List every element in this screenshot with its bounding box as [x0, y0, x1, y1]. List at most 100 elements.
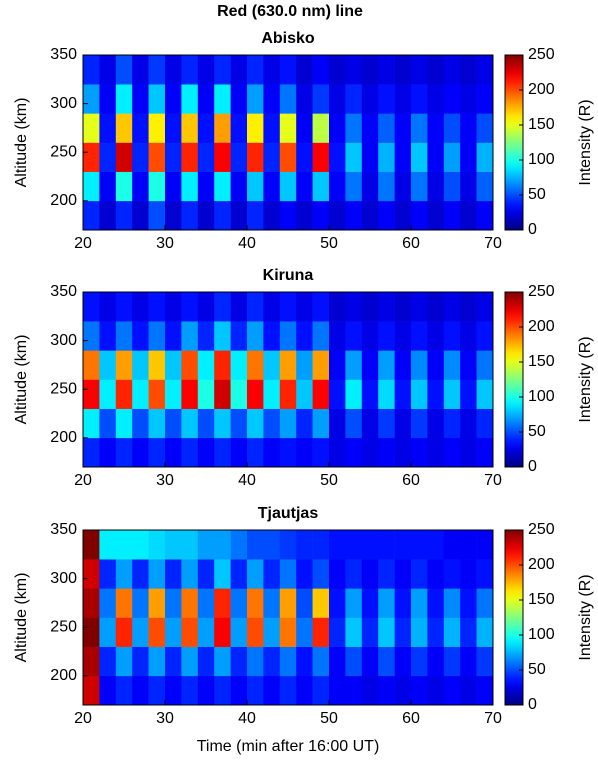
heat-cell [361, 171, 379, 202]
heat-cell [296, 55, 313, 85]
heat-cell [279, 437, 297, 468]
heat-cell [263, 200, 281, 231]
heat-cell [99, 113, 117, 143]
heat-cell [83, 530, 100, 560]
heat-cell [411, 675, 428, 706]
heat-cell [214, 142, 231, 172]
heat-cell [378, 559, 395, 589]
heat-cell [279, 408, 297, 439]
heat-cell [361, 437, 379, 468]
heat-cell [181, 292, 199, 322]
heat-cell [296, 530, 313, 560]
heat-cell [460, 321, 477, 351]
y-tick-label: 300 [50, 332, 77, 349]
heat-cell [378, 84, 395, 114]
heat-cell [214, 588, 231, 618]
heat-cell [427, 675, 445, 706]
heat-cell [263, 292, 281, 322]
heat-cell [345, 350, 363, 380]
heat-cell [427, 617, 445, 647]
heat-cell [411, 437, 428, 468]
heat-cell [99, 292, 117, 322]
heat-cell [394, 646, 412, 677]
heat-cell [115, 200, 133, 231]
heat-cell [247, 321, 264, 351]
heat-cell [378, 379, 395, 409]
heat-cell [214, 646, 231, 677]
heat-cell [115, 113, 133, 143]
heat-cell [247, 142, 264, 172]
heat-cell [132, 200, 149, 231]
heat-cell [279, 200, 297, 231]
heat-cell [115, 675, 133, 706]
heat-cell [148, 588, 166, 618]
heat-cell [247, 530, 264, 560]
heat-cell [132, 292, 149, 322]
heat-cell [476, 530, 494, 560]
heat-cell [312, 379, 330, 409]
heat-cell [345, 321, 363, 351]
heat-cell [378, 675, 395, 706]
heat-cell [443, 530, 461, 560]
heat-cell [148, 113, 166, 143]
heat-cell [263, 171, 281, 202]
heat-cell [99, 646, 117, 677]
heat-cell [214, 55, 231, 85]
heat-cell [148, 437, 166, 468]
heat-cell [361, 559, 379, 589]
heat-cell [345, 559, 363, 589]
heat-cell [263, 350, 281, 380]
heat-cell [476, 55, 494, 85]
heat-cell [148, 675, 166, 706]
heat-cell [394, 55, 412, 85]
heat-cell [361, 321, 379, 351]
heat-cell [279, 55, 297, 85]
heat-cell [132, 379, 149, 409]
heat-cell [427, 588, 445, 618]
heat-cell [83, 588, 100, 618]
heat-cell [361, 588, 379, 618]
heat-cell [181, 646, 199, 677]
heat-cell [230, 84, 248, 114]
heat-cell [279, 559, 297, 589]
heat-cell [230, 321, 248, 351]
heat-cell [115, 408, 133, 439]
heat-cell [165, 437, 182, 468]
heat-cell [197, 617, 215, 647]
heat-cell [296, 588, 313, 618]
heat-cell [83, 617, 100, 647]
y-tick-label: 300 [50, 95, 77, 112]
heat-cell [460, 84, 477, 114]
colorbar-label: Intensity (R) [577, 99, 594, 185]
heat-cell [296, 646, 313, 677]
heat-cell [214, 530, 231, 560]
heat-cell [394, 379, 412, 409]
heat-cell [345, 379, 363, 409]
heat-cell [460, 55, 477, 85]
heat-cell [345, 675, 363, 706]
panel-title: Tjautjas [258, 505, 319, 522]
heat-cell [230, 675, 248, 706]
heat-cell [181, 321, 199, 351]
heat-cell [165, 646, 182, 677]
heat-cell [83, 113, 100, 143]
heat-cell [132, 675, 149, 706]
heat-cell [181, 588, 199, 618]
heat-cell [263, 646, 281, 677]
heat-cell [132, 617, 149, 647]
heat-cell [460, 350, 477, 380]
heat-cell [148, 530, 166, 560]
heat-cell [115, 588, 133, 618]
heat-cell [83, 292, 100, 322]
x-tick-label: 40 [238, 472, 256, 489]
heat-cell [460, 675, 477, 706]
heat-cell [83, 675, 100, 706]
heat-cell [443, 617, 461, 647]
panel-title: Abisko [261, 30, 315, 47]
heat-cell [115, 559, 133, 589]
heat-cell [148, 408, 166, 439]
heat-cell [312, 530, 330, 560]
heat-cell [99, 408, 117, 439]
heat-cell [181, 350, 199, 380]
heat-cell [132, 437, 149, 468]
